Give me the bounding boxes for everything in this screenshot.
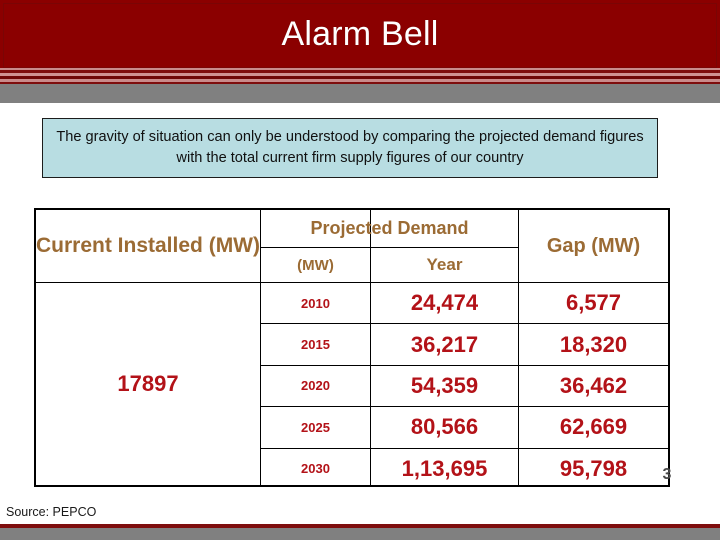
slide-title: Alarm Bell [281,14,439,53]
title-banner-inner-border [3,3,717,68]
cell-year: 2010 [301,295,330,311]
table-row: 2010 24,474 6,577 [261,283,668,323]
cell-year: 2025 [301,419,330,435]
cell-projected-demand: 36,217 [410,331,479,357]
title-banner [0,0,720,68]
footer-red-bar [0,524,720,528]
cell-projected-demand: 24,474 [410,290,479,316]
table-row: 2015 36,217 18,320 [261,323,668,364]
table-column-divider-2 [370,210,371,485]
table-row: 2030 1,13,695 95,798 [261,447,668,489]
current-installed-value: 17897 [117,371,179,396]
cell-year: 2030 [301,461,330,477]
stripe-light-1 [0,68,720,70]
stripe-light-2 [0,73,720,76]
source-note: Source: PEPCO [6,505,97,519]
cell-projected-demand: 54,359 [410,372,479,398]
table-column-divider-1 [260,210,261,485]
stripe-dark-3 [0,82,720,84]
table-row: 2020 54,359 36,462 [261,364,668,406]
cell-gap: 36,462 [559,372,628,398]
callout-box: The gravity of situation can only be und… [42,118,658,178]
table-header-projected-mw: (MW) [297,256,334,274]
table-header-current-installed: Current Installed (MW) [36,234,260,257]
cell-projected-demand: 1,13,695 [401,455,488,481]
stripe-dark-1 [0,70,720,73]
header-gray-band [0,84,720,103]
decorative-stripe-band [0,68,720,84]
cell-gap: 62,669 [559,414,628,440]
table-header-projected-demand: Projected Demand [310,218,469,238]
cell-gap: 95,798 [559,455,628,481]
page-number: 3 [662,466,672,483]
cell-gap: 18,320 [559,331,628,357]
table-rows-container: 2010 24,474 6,577 2015 36,217 18,320 202… [261,283,668,485]
footer-gray-bar [0,528,720,540]
stripe-light-3 [0,79,720,82]
callout-text: The gravity of situation can only be und… [56,129,644,166]
table-row: 2025 80,566 62,669 [261,406,668,447]
table-header-gap: Gap (MW) [546,234,641,257]
demand-gap-table: Current Installed (MW) Projected Demand … [34,208,670,487]
cell-projected-demand: 80,566 [410,414,479,440]
table-header-subdivider [261,247,518,248]
cell-gap: 6,577 [565,290,622,316]
cell-year: 2020 [301,378,330,394]
stripe-dark-2 [0,76,720,79]
table-header-bottom-rule [36,282,668,283]
cell-year: 2015 [301,337,330,353]
table-column-divider-3 [518,210,519,485]
table-header-projected-year: Year [426,255,463,274]
